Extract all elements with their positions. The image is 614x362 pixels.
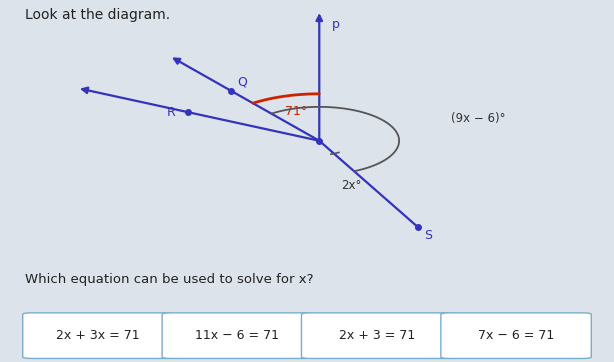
Text: Look at the diagram.: Look at the diagram.	[25, 8, 169, 22]
Text: R: R	[166, 106, 176, 119]
FancyBboxPatch shape	[441, 313, 591, 358]
Text: p: p	[332, 18, 340, 31]
Text: Q: Q	[237, 75, 247, 88]
Text: 2x + 3x = 71: 2x + 3x = 71	[56, 329, 140, 342]
FancyBboxPatch shape	[162, 313, 313, 358]
Text: Which equation can be used to solve for x?: Which equation can be used to solve for …	[25, 273, 313, 286]
Text: 2x + 3 = 71: 2x + 3 = 71	[338, 329, 415, 342]
Text: S: S	[424, 230, 432, 243]
FancyBboxPatch shape	[23, 313, 173, 358]
Text: (9x − 6)°: (9x − 6)°	[451, 113, 505, 125]
FancyBboxPatch shape	[301, 313, 452, 358]
Text: 71°: 71°	[285, 105, 307, 118]
Text: 11x − 6 = 71: 11x − 6 = 71	[195, 329, 279, 342]
Text: 2x°: 2x°	[341, 179, 362, 192]
Text: 7x − 6 = 71: 7x − 6 = 71	[478, 329, 554, 342]
